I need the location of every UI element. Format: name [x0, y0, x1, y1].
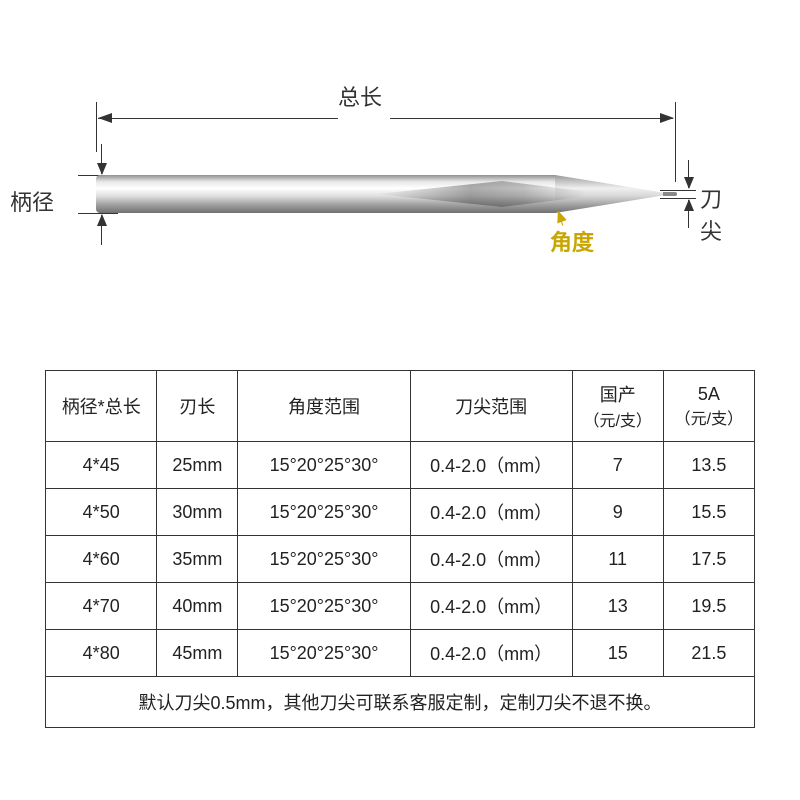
- table-cell: 9: [572, 489, 663, 536]
- col-header: 刀尖范围: [410, 371, 572, 442]
- shank-dia-label: 柄径: [10, 185, 54, 217]
- table-cell: 4*60: [46, 536, 157, 583]
- angle-arrow-icon: [558, 212, 564, 225]
- col-header: 刃长: [157, 371, 238, 442]
- table-cell: 15°20°25°30°: [238, 536, 410, 583]
- table-cell: 15°20°25°30°: [238, 489, 410, 536]
- total-length-arrow-right-line: [390, 118, 673, 119]
- table-cell: 4*50: [46, 489, 157, 536]
- table-row: 4*7040mm15°20°25°30°0.4-2.0（mm）1319.5: [46, 583, 755, 630]
- shank-arrow-down-icon: [101, 144, 102, 174]
- table-cell: 4*45: [46, 442, 157, 489]
- col-header: 角度范围: [238, 371, 410, 442]
- tip-arrow-up-icon: [688, 200, 689, 228]
- table-cell: 40mm: [157, 583, 238, 630]
- tool-tip: [663, 192, 677, 196]
- col-header-sublabel: （元/支）: [579, 407, 657, 431]
- col-header: 国产（元/支）: [572, 371, 663, 442]
- total-length-label: 总长: [60, 80, 660, 112]
- table-cell: 15: [572, 630, 663, 677]
- table-row: 4*8045mm15°20°25°30°0.4-2.0（mm）1521.5: [46, 630, 755, 677]
- footer-note: 默认刀尖0.5mm，其他刀尖可联系客服定制，定制刀尖不退不换。: [46, 677, 755, 728]
- table-cell: 17.5: [663, 536, 754, 583]
- col-header: 5A（元/支）: [663, 371, 754, 442]
- col-header-label: 国产: [600, 385, 636, 405]
- table-cell: 19.5: [663, 583, 754, 630]
- tip-guide-top: [660, 190, 696, 191]
- table-cell: 15°20°25°30°: [238, 630, 410, 677]
- tip-arrow-down-icon: [688, 160, 689, 188]
- table-footer-row: 默认刀尖0.5mm，其他刀尖可联系客服定制，定制刀尖不退不换。: [46, 677, 755, 728]
- table-cell: 25mm: [157, 442, 238, 489]
- angle-label: 角度: [550, 225, 594, 257]
- guide-line-left: [96, 102, 97, 152]
- guide-line-right: [675, 102, 676, 182]
- table-cell: 4*80: [46, 630, 157, 677]
- table-cell: 0.4-2.0（mm）: [410, 442, 572, 489]
- col-header-sublabel: （元/支）: [670, 405, 748, 429]
- table-cell: 0.4-2.0（mm）: [410, 536, 572, 583]
- tool-body: [96, 175, 676, 213]
- total-length-arrow-left-line: [98, 118, 338, 119]
- table-body: 4*4525mm15°20°25°30°0.4-2.0（mm）713.54*50…: [46, 442, 755, 677]
- table-cell: 4*70: [46, 583, 157, 630]
- table-cell: 7: [572, 442, 663, 489]
- table-cell: 13: [572, 583, 663, 630]
- table-row: 4*5030mm15°20°25°30°0.4-2.0（mm）915.5: [46, 489, 755, 536]
- table-cell: 21.5: [663, 630, 754, 677]
- col-header-label: 5A: [698, 384, 720, 404]
- arrow-head-right-icon: [660, 113, 674, 123]
- table-cell: 0.4-2.0（mm）: [410, 489, 572, 536]
- table-cell: 11: [572, 536, 663, 583]
- table-cell: 35mm: [157, 536, 238, 583]
- spec-table: 柄径*总长刃长角度范围刀尖范围国产（元/支）5A（元/支） 4*4525mm15…: [45, 370, 755, 728]
- table-cell: 45mm: [157, 630, 238, 677]
- table-row: 4*6035mm15°20°25°30°0.4-2.0（mm）1117.5: [46, 536, 755, 583]
- table-cell: 0.4-2.0（mm）: [410, 630, 572, 677]
- table-cell: 13.5: [663, 442, 754, 489]
- table-header: 柄径*总长刃长角度范围刀尖范围国产（元/支）5A（元/支）: [46, 371, 755, 442]
- shank-arrow-up-icon: [101, 215, 102, 245]
- table-cell: 0.4-2.0（mm）: [410, 583, 572, 630]
- table-row: 4*4525mm15°20°25°30°0.4-2.0（mm）713.5: [46, 442, 755, 489]
- arrow-head-left-icon: [98, 113, 112, 123]
- tool-diagram: 总长 柄径 角度 刀尖: [60, 80, 740, 300]
- table-cell: 15°20°25°30°: [238, 442, 410, 489]
- table-cell: 30mm: [157, 489, 238, 536]
- table-cell: 15°20°25°30°: [238, 583, 410, 630]
- col-header: 柄径*总长: [46, 371, 157, 442]
- table-cell: 15.5: [663, 489, 754, 536]
- tip-label: 刀尖: [700, 182, 740, 246]
